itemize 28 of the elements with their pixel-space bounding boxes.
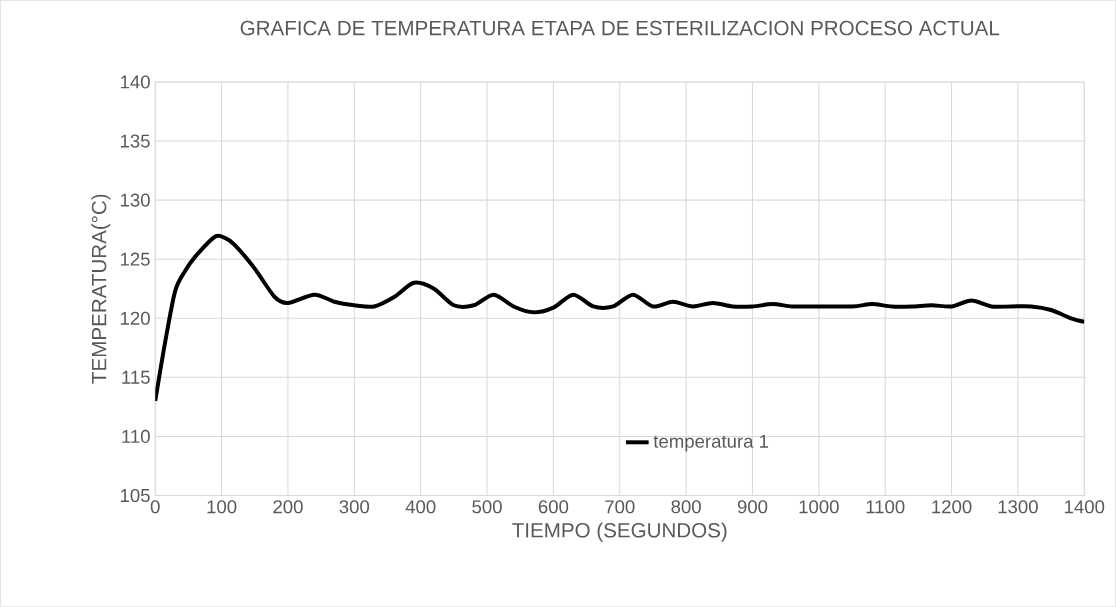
x-tick-label: 1100 <box>866 500 905 514</box>
x-tick-label: 300 <box>339 500 370 514</box>
x-tick-label: 200 <box>273 500 303 514</box>
x-tick-label: 1000 <box>799 500 839 514</box>
y-tick-label: 105 <box>120 488 150 502</box>
x-tick-label: 900 <box>737 500 768 514</box>
x-tick-label: 1300 <box>998 500 1038 514</box>
x-tick-label: 1200 <box>932 500 972 514</box>
x-tick-label: 100 <box>207 500 237 514</box>
y-tick-label: 120 <box>120 311 150 325</box>
x-tick-label: 0 <box>150 500 160 514</box>
y-tick-label: 115 <box>122 370 150 384</box>
y-tick-label: 135 <box>120 134 150 148</box>
y-tick-label: 140 <box>120 75 150 89</box>
x-tick-label: 800 <box>671 500 701 514</box>
legend-label: temperatura 1 <box>653 434 769 452</box>
y-axis-title: TEMPERATURA(°C) <box>91 194 111 384</box>
x-tick-label: 1400 <box>1065 500 1105 514</box>
chart-title: GRAFICA DE TEMPERATURA ETAPA DE ESTERILIZACION PROCESO ACTUAL <box>240 20 1000 36</box>
y-tick-label: 125 <box>120 252 150 266</box>
x-tick-label: 400 <box>405 500 436 514</box>
x-tick-label: 600 <box>538 500 569 514</box>
y-tick-label: 130 <box>120 193 150 207</box>
y-tick-label: 110 <box>122 429 150 443</box>
x-axis-title: TIEMPO (SEGUNDOS) <box>512 522 727 542</box>
x-tick-label: 700 <box>605 500 635 514</box>
x-tick-label: 500 <box>472 500 502 514</box>
line-series <box>155 234 1085 403</box>
